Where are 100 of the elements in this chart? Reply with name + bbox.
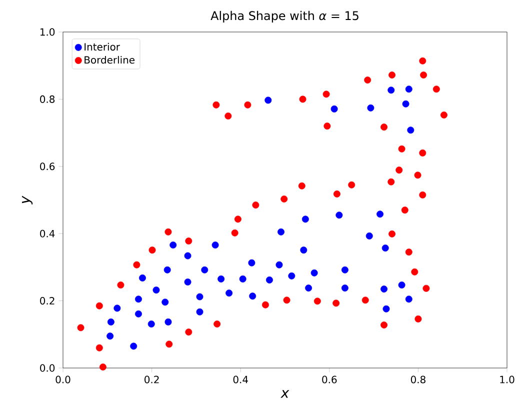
- point: [212, 242, 219, 249]
- point: [96, 302, 103, 310]
- point: [407, 126, 414, 134]
- point: [376, 210, 384, 218]
- point: [278, 228, 284, 236]
- point: [414, 172, 422, 179]
- point: [185, 238, 192, 244]
- point: [276, 261, 283, 268]
- point: [388, 178, 395, 186]
- y-tick-label: 1.0: [40, 28, 55, 36]
- point: [382, 244, 389, 252]
- point: [366, 232, 373, 240]
- point: [134, 310, 142, 318]
- point: [332, 300, 340, 307]
- point: [266, 276, 273, 284]
- point: [148, 320, 155, 328]
- point: [164, 318, 172, 326]
- point: [362, 296, 369, 304]
- point: [380, 124, 388, 131]
- point: [264, 96, 272, 104]
- chart-title: Alpha Shape with α = 15: [210, 10, 358, 22]
- point: [212, 101, 220, 108]
- point: [380, 322, 388, 328]
- point: [248, 259, 256, 266]
- point: [411, 268, 418, 276]
- legend-label: Interior: [84, 42, 120, 51]
- point: [341, 266, 348, 274]
- y-axis-title: y: [22, 196, 33, 204]
- point: [164, 228, 172, 236]
- point: [130, 342, 138, 350]
- point: [214, 320, 221, 328]
- x-tick-label: 1.0: [500, 376, 514, 384]
- point: [305, 284, 312, 292]
- point: [234, 216, 242, 223]
- point: [440, 112, 448, 118]
- point: [432, 86, 440, 93]
- x-tick-label: 0.0: [56, 376, 70, 384]
- point: [298, 182, 306, 190]
- point: [367, 104, 374, 112]
- point: [96, 344, 103, 352]
- point: [419, 57, 426, 64]
- point: [388, 72, 396, 78]
- point: [283, 296, 290, 304]
- y-tick-label: 0.0: [40, 364, 55, 372]
- point: [117, 282, 124, 288]
- point: [184, 252, 192, 260]
- point: [414, 315, 422, 322]
- point: [380, 286, 388, 293]
- y-tick-label: 0.2: [40, 297, 54, 305]
- point: [148, 246, 156, 254]
- point: [398, 282, 406, 288]
- point: [396, 166, 403, 174]
- point: [302, 216, 309, 223]
- point: [405, 86, 412, 93]
- point: [405, 248, 412, 256]
- point: [252, 202, 260, 209]
- y-tick-label: 0.4: [40, 230, 55, 238]
- point: [401, 206, 408, 214]
- point: [244, 101, 252, 108]
- point: [133, 261, 140, 268]
- point: [341, 284, 348, 292]
- point: [388, 230, 396, 238]
- point: [382, 305, 390, 312]
- point: [231, 229, 238, 236]
- x-tick-label: 0.2: [144, 376, 159, 384]
- point: [310, 269, 318, 276]
- point: [322, 90, 330, 98]
- point: [185, 328, 192, 336]
- point: [299, 96, 306, 103]
- point: [388, 86, 395, 94]
- point: [419, 149, 426, 156]
- point: [99, 364, 106, 370]
- point: [280, 196, 288, 202]
- point: [106, 332, 114, 340]
- point: [201, 266, 208, 274]
- point: [226, 290, 233, 297]
- point: [196, 308, 204, 316]
- point: [422, 284, 430, 292]
- point: [420, 72, 428, 78]
- x-tick-label: 0.4: [233, 376, 248, 384]
- point: [239, 275, 246, 282]
- point: [348, 181, 356, 188]
- point: [249, 292, 256, 300]
- point: [107, 318, 114, 326]
- point: [300, 246, 308, 254]
- point: [162, 298, 169, 306]
- point: [134, 296, 142, 303]
- point: [330, 105, 338, 112]
- point: [405, 296, 412, 303]
- point: [184, 278, 192, 286]
- legend-label: Borderline: [84, 56, 135, 64]
- point: [166, 340, 173, 348]
- point: [196, 293, 204, 300]
- point: [324, 122, 331, 130]
- y-tick-label: 0.6: [40, 162, 55, 170]
- x-tick-label: 0.6: [322, 376, 337, 384]
- point: [288, 272, 296, 280]
- y-tick-label: 0.8: [40, 95, 55, 103]
- point: [138, 274, 146, 282]
- point: [262, 301, 269, 308]
